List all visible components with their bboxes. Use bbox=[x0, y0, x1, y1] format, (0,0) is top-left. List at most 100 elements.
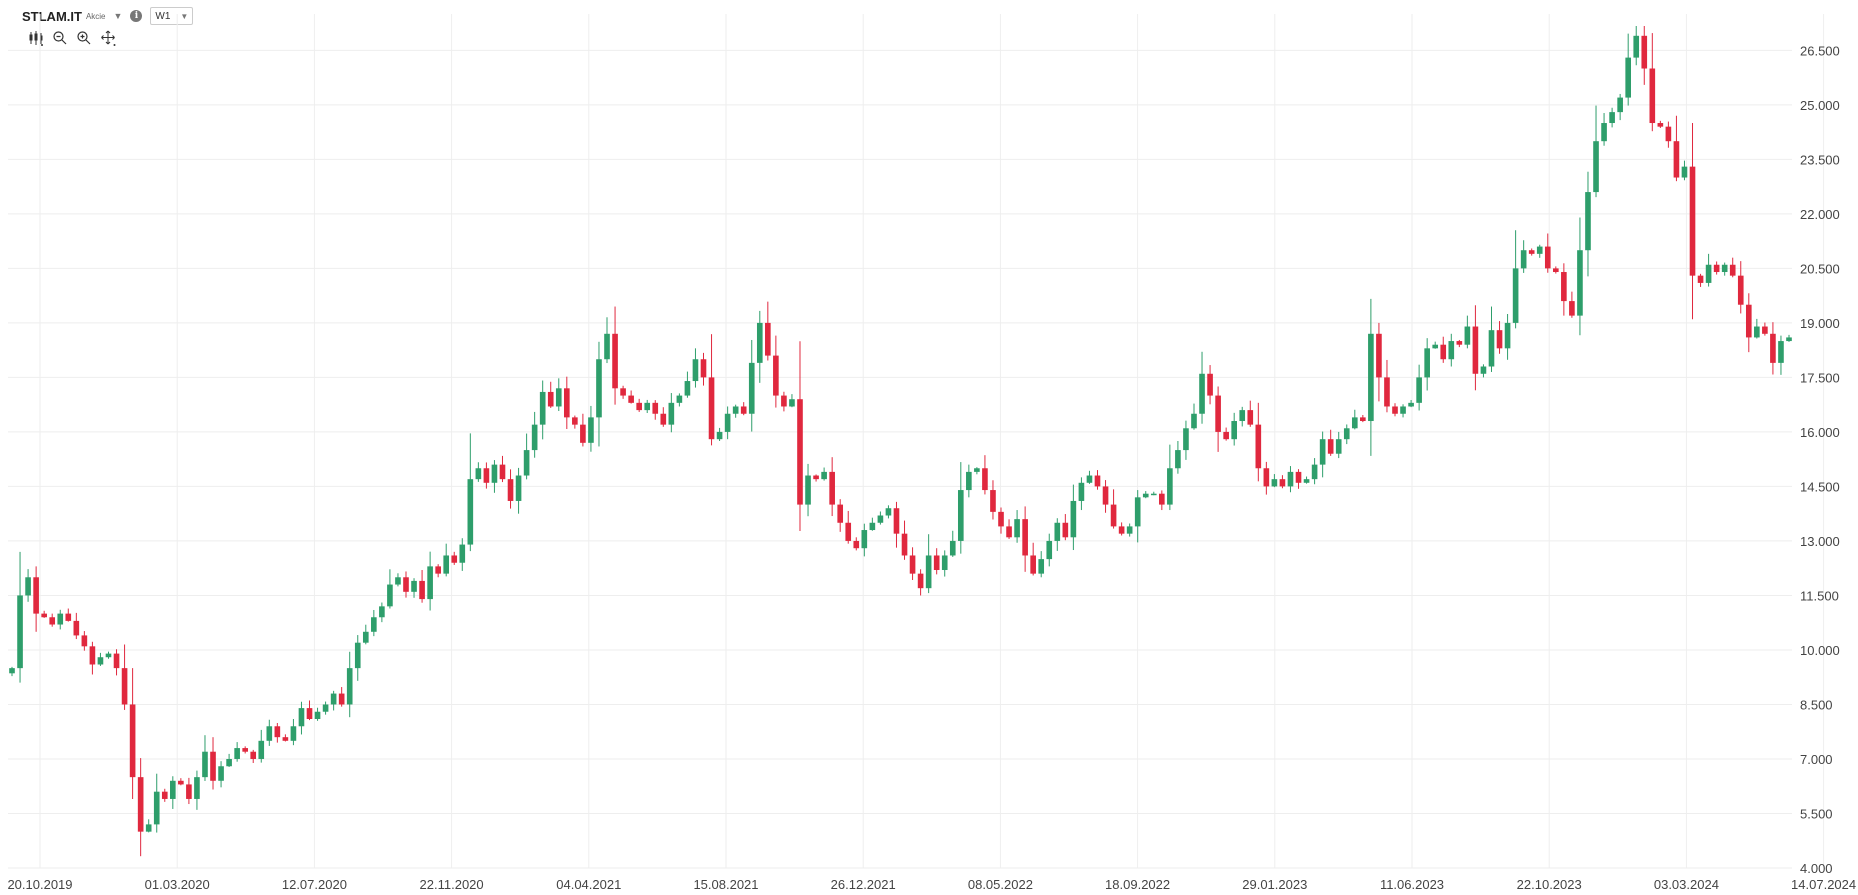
candle-body bbox=[1448, 341, 1455, 360]
candle-body bbox=[322, 704, 329, 712]
crosshair-move-icon[interactable] bbox=[100, 30, 116, 46]
candle-body bbox=[153, 791, 160, 825]
candle bbox=[1118, 522, 1125, 536]
candle bbox=[1536, 244, 1543, 258]
candle-body bbox=[1745, 304, 1752, 338]
candle-body bbox=[1665, 126, 1672, 142]
candle-body bbox=[1094, 475, 1101, 487]
candle-body bbox=[105, 653, 112, 658]
symbol-name[interactable]: STLAM.IT bbox=[22, 8, 82, 24]
candle-body bbox=[957, 490, 964, 541]
candle-body bbox=[628, 395, 634, 403]
candle-body bbox=[266, 726, 273, 741]
candle bbox=[153, 773, 160, 833]
candle bbox=[1215, 386, 1221, 452]
candle bbox=[869, 517, 876, 531]
candle bbox=[1697, 273, 1704, 287]
candle-body bbox=[1569, 301, 1575, 316]
candlestick-type-icon[interactable] bbox=[28, 30, 44, 46]
zoom-in-icon[interactable] bbox=[76, 30, 92, 46]
candle-body bbox=[1271, 479, 1278, 487]
candle-body bbox=[982, 468, 988, 491]
candle bbox=[1199, 351, 1205, 424]
candle bbox=[660, 407, 667, 427]
y-tick-label: 4.000 bbox=[1800, 861, 1833, 876]
zoom-out-icon[interactable] bbox=[52, 30, 68, 46]
candle-body bbox=[419, 580, 425, 600]
candle bbox=[499, 455, 506, 483]
candle bbox=[1255, 402, 1262, 482]
candle-body bbox=[821, 471, 827, 480]
candle bbox=[451, 551, 458, 565]
candle-body bbox=[1376, 333, 1382, 378]
candle-body bbox=[274, 726, 281, 738]
candle-body bbox=[113, 653, 120, 669]
candle bbox=[129, 668, 136, 799]
candle-body bbox=[829, 471, 835, 505]
candle-body bbox=[1287, 471, 1294, 487]
info-icon[interactable]: i bbox=[130, 10, 143, 22]
candle bbox=[1078, 477, 1085, 511]
candle-body bbox=[9, 668, 15, 674]
candle-body bbox=[1279, 479, 1286, 487]
candle-body bbox=[170, 780, 176, 799]
candle bbox=[813, 474, 819, 482]
candle bbox=[821, 467, 827, 481]
candle bbox=[178, 778, 184, 786]
candle-body bbox=[395, 577, 401, 585]
candle bbox=[700, 352, 707, 386]
candle bbox=[306, 700, 313, 721]
candle-body bbox=[861, 530, 868, 549]
candle-body bbox=[1384, 377, 1390, 407]
candle-body bbox=[1544, 246, 1551, 269]
candle-body bbox=[226, 758, 232, 767]
candle-body bbox=[1126, 526, 1133, 534]
candle bbox=[57, 609, 64, 630]
candle-body bbox=[1488, 330, 1495, 367]
candle bbox=[1512, 230, 1519, 329]
candle-body bbox=[716, 431, 723, 440]
candle bbox=[97, 652, 104, 666]
candle-body bbox=[371, 617, 377, 632]
candle bbox=[1376, 322, 1382, 402]
candle bbox=[724, 406, 731, 440]
candle-body bbox=[813, 475, 819, 480]
candle bbox=[89, 641, 96, 675]
x-tick-label: 11.06.2023 bbox=[1380, 877, 1444, 892]
candle bbox=[1657, 120, 1664, 128]
candle bbox=[933, 548, 940, 575]
candle bbox=[684, 371, 691, 398]
candle-body bbox=[933, 555, 940, 571]
candle bbox=[805, 463, 811, 517]
candle-body bbox=[1536, 246, 1543, 254]
candle-body bbox=[129, 704, 136, 778]
candle bbox=[411, 578, 417, 598]
candle bbox=[588, 405, 594, 452]
candle bbox=[620, 385, 626, 399]
candle-body bbox=[330, 693, 337, 705]
candle-body bbox=[403, 577, 409, 592]
candle bbox=[1488, 306, 1495, 372]
candles bbox=[9, 25, 1792, 857]
candle-body bbox=[789, 399, 795, 407]
candle bbox=[555, 378, 562, 412]
candle bbox=[73, 612, 80, 640]
candle-body bbox=[1175, 450, 1181, 469]
candle-body bbox=[1577, 250, 1583, 316]
candle bbox=[829, 457, 835, 517]
candle-body bbox=[435, 566, 441, 574]
candle bbox=[708, 334, 715, 446]
candle-body bbox=[1062, 522, 1069, 538]
timeframe-select[interactable]: W1 ▼ bbox=[150, 7, 194, 25]
candle-body bbox=[853, 540, 860, 549]
candle bbox=[1126, 523, 1133, 537]
candle-body bbox=[194, 777, 200, 799]
x-tick-label: 01.03.2020 bbox=[145, 877, 210, 892]
candle bbox=[1263, 461, 1270, 495]
candle-body bbox=[1504, 322, 1511, 349]
symbol-dropdown-icon[interactable]: ▼ bbox=[113, 11, 123, 21]
candle-body bbox=[475, 468, 482, 480]
candle-body bbox=[1673, 141, 1680, 178]
x-axis: 20.10.2019 01.03.2020 12.07.2020 22.11.2020… bbox=[7, 877, 1856, 892]
